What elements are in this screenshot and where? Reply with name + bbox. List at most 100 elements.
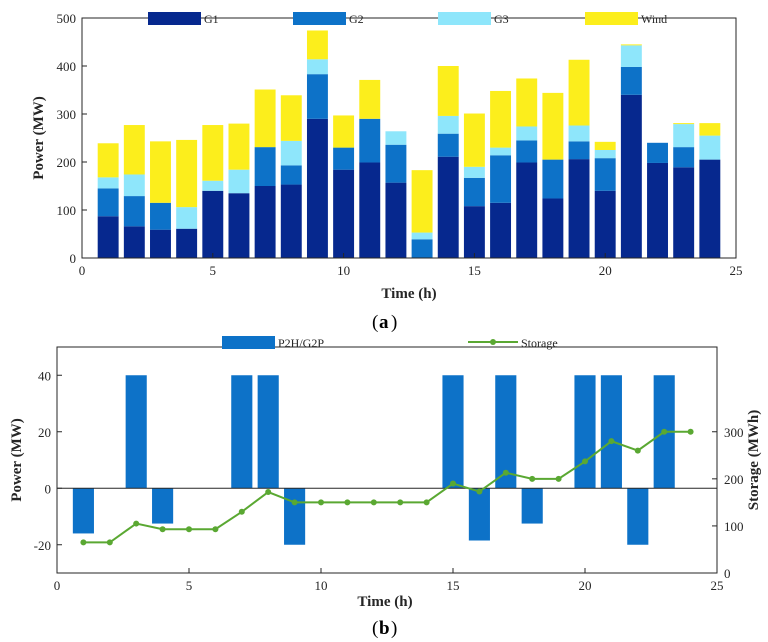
bar-g1-h23 (673, 167, 695, 258)
panel-b-x-ticks: 0 5 10 15 20 25 (54, 568, 724, 593)
bar-wind-h10 (333, 115, 355, 148)
bar-g3-h9 (306, 59, 328, 75)
bar-g2-h12 (385, 144, 407, 183)
bar-wind-h7 (254, 89, 276, 148)
x-tick-label: 10 (315, 578, 328, 593)
bar-p2h-g2p-h8 (257, 375, 279, 489)
storage-point-h8 (265, 489, 272, 496)
x-tick-label: 5 (186, 578, 193, 593)
bar-g1-h3 (150, 229, 171, 258)
storage-point-h12 (370, 499, 377, 506)
bar-g1-h16 (490, 202, 512, 258)
bar-g3-h6 (228, 169, 250, 194)
storage-point-h23 (661, 428, 668, 435)
bar-wind-h6 (228, 123, 250, 170)
storage-point-h14 (423, 499, 430, 506)
y-tick-label: 0 (70, 251, 77, 266)
panel-b-bars (57, 375, 717, 545)
x-tick-label: 0 (54, 578, 61, 593)
panel-a-legend: G1 G2 G3 Wind (148, 12, 667, 26)
panel-b-right-y-axis-label: Storage (MWh) (746, 410, 762, 510)
storage-point-h17 (502, 469, 509, 476)
bar-g3-h24 (699, 135, 721, 160)
legend-label-wind: Wind (641, 12, 667, 26)
storage-point-h6 (212, 526, 219, 533)
legend-swatch-p2h-g2p (222, 336, 275, 349)
panel-a-x-ticks: 0 5 10 15 20 25 (79, 253, 743, 278)
bar-g2-h15 (463, 177, 485, 207)
bar-g2-h23 (673, 147, 695, 168)
panel-b-axes-box (56, 346, 718, 574)
left-y-tick-label: 40 (38, 368, 51, 383)
bar-g3-h19 (568, 125, 590, 142)
bar-wind-h16 (490, 90, 512, 148)
bar-g2-h18 (542, 159, 564, 199)
left-y-tick-label: -20 (34, 538, 51, 553)
y-tick-label: 400 (57, 59, 77, 74)
bar-wind-h4 (176, 139, 198, 208)
bar-wind-h19 (568, 59, 590, 126)
x-tick-label: 25 (711, 578, 724, 593)
panel-a-y-axis-label: Power (MW) (31, 96, 47, 179)
storage-point-h13 (397, 499, 404, 506)
legend-swatch-g3 (438, 12, 491, 25)
legend-label-p2h-g2p: P2H/G2P (278, 336, 324, 350)
bar-g1-h15 (463, 206, 485, 258)
left-y-tick-label: 0 (45, 481, 52, 496)
storage-point-h16 (476, 488, 483, 495)
legend-swatch-g2 (293, 12, 346, 25)
bar-wind-h23 (673, 123, 695, 125)
panel-b-left-y-axis-label: Power (MW) (9, 418, 25, 501)
bar-p2h-g2p-h7 (231, 375, 253, 489)
panel-a-label: ( a ) (372, 312, 397, 333)
storage-point-h18 (529, 475, 536, 482)
bar-g2-h11 (359, 118, 381, 163)
bar-g1-h21 (620, 94, 642, 258)
left-y-tick-label: 20 (38, 425, 51, 440)
bar-g2-h1 (97, 188, 119, 217)
right-y-tick-label: 200 (724, 472, 744, 487)
x-tick-label: 20 (599, 263, 612, 278)
storage-point-h2 (106, 539, 113, 546)
y-tick-label: 200 (57, 155, 77, 170)
storage-point-h19 (555, 475, 562, 482)
x-tick-label: 15 (468, 263, 481, 278)
bar-g2-h16 (490, 155, 512, 203)
bar-g2-h7 (254, 147, 276, 186)
bar-wind-h17 (516, 78, 538, 127)
storage-point-h4 (159, 526, 166, 533)
panel-a-x-axis-label: Time (h) (381, 286, 436, 302)
panel-b-right-y-ticks: 0 100 200 300 (712, 425, 744, 581)
right-y-tick-label: 300 (724, 425, 744, 440)
bar-g2-h21 (620, 66, 642, 95)
bar-p2h-g2p-h21 (600, 375, 622, 489)
bar-g3-h20 (594, 150, 616, 159)
bar-wind-h5 (202, 125, 224, 181)
panel-b-label: ( b ) (372, 618, 397, 639)
bar-g3-h21 (620, 45, 642, 67)
bar-wind-h18 (542, 92, 564, 160)
y-tick-label: 300 (57, 107, 77, 122)
bar-wind-h20 (594, 141, 616, 150)
panel-a-letter: a (379, 312, 389, 333)
bar-g3-h23 (673, 124, 695, 148)
bar-g1-h24 (699, 159, 721, 258)
y-tick-label: 500 (57, 11, 77, 26)
legend-swatch-g1 (148, 12, 201, 25)
bar-g3-h4 (176, 207, 198, 229)
bar-g1-h1 (97, 216, 119, 258)
bar-g3-h12 (385, 131, 407, 145)
panel-a-axes-box (81, 17, 737, 259)
bar-wind-h15 (463, 113, 485, 167)
svg-text:): ) (391, 312, 397, 333)
bar-g2-h2 (123, 196, 145, 227)
bar-g3-h13 (411, 232, 433, 240)
bar-g1-h5 (202, 190, 224, 258)
bar-g2-h19 (568, 141, 590, 160)
bar-p2h-g2p-h18 (521, 488, 543, 524)
panel-b-storage-line (80, 428, 694, 546)
x-tick-label: 10 (337, 263, 350, 278)
bar-g3-h15 (463, 166, 485, 178)
bar-p2h-g2p-h16 (468, 488, 490, 541)
